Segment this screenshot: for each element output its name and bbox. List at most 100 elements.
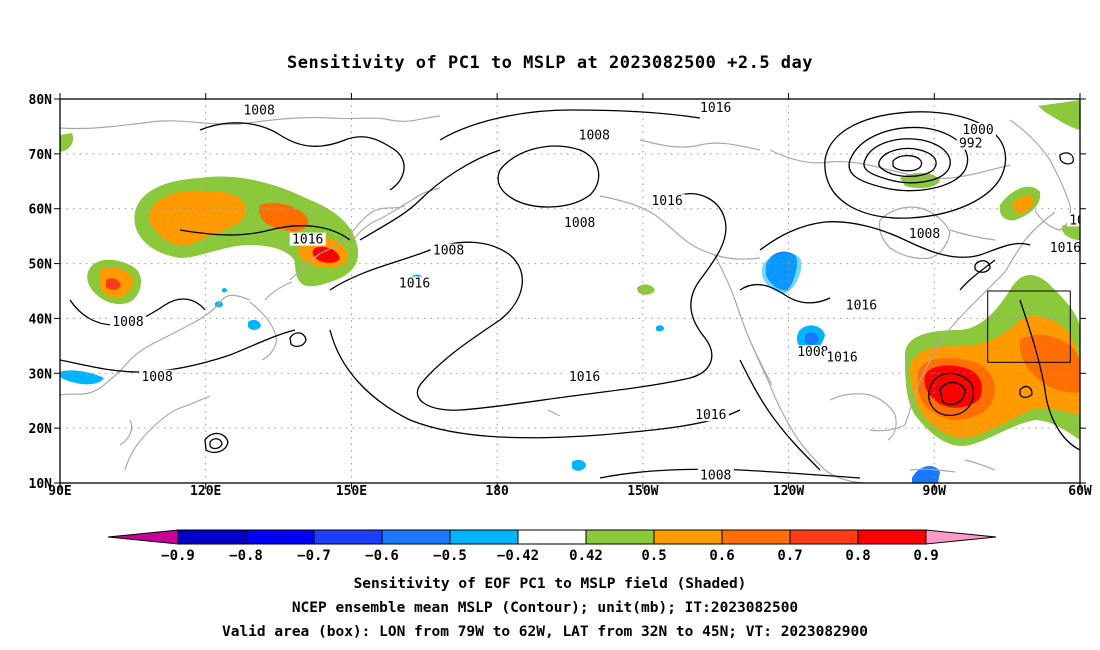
colorbar-label: 0.9	[913, 548, 938, 564]
contour-label: 1008	[564, 216, 595, 231]
contour-label: 1008	[579, 128, 610, 143]
lon-tick-label: 150E	[336, 484, 367, 499]
contour-label-bg	[289, 232, 326, 246]
contour-aleutian	[359, 149, 501, 241]
lon-tick-label: 180	[485, 484, 509, 499]
shade-siberia-orange-a	[148, 190, 246, 246]
coast-china-korea	[60, 294, 251, 396]
coast-alaska	[599, 139, 761, 260]
contour-pacific-high	[329, 193, 727, 411]
shade-kamchatka-red	[312, 246, 340, 263]
contour-label-bg	[794, 345, 831, 359]
contour-baja	[739, 359, 821, 471]
caption-line-2: NCEP ensemble mean MSLP (Contour); unit(…	[292, 600, 798, 616]
contour-label: 1008	[797, 345, 828, 360]
coast-canada-east	[949, 211, 1056, 273]
coast-taiwan-se-asia	[119, 395, 211, 471]
contour-label: 1008	[243, 104, 274, 119]
contour-sw-1008	[204, 432, 229, 453]
shade-ne-corner-green	[1038, 100, 1080, 130]
colorbar-segment	[585, 529, 655, 545]
coast-gulf-mexico	[829, 393, 906, 441]
lon-tick-label: 150W	[627, 484, 658, 499]
colorbar-label: −0.6	[365, 548, 399, 564]
colorbar-label: −0.7	[297, 548, 331, 564]
shade-japan-cyan	[248, 319, 261, 330]
contour-tropical-1008	[599, 468, 861, 479]
contour-label: 1016	[399, 277, 430, 292]
lat-tick-label: 30N	[29, 367, 53, 382]
contour-atlantic-small	[1019, 385, 1033, 399]
shade-mongolia-red	[106, 278, 121, 290]
contour-label: 1016	[651, 194, 682, 209]
contour-label: 1016	[846, 298, 877, 313]
contour-label-bg	[692, 408, 729, 422]
contour-label: 1008	[112, 315, 143, 330]
colorbar-label: 0.42	[569, 548, 603, 564]
lon-tick-label: 90E	[48, 484, 71, 499]
contour-central-pacific-low	[497, 145, 600, 208]
shade-bc-cyan	[761, 253, 802, 294]
lat-tick-label: 70N	[29, 148, 53, 163]
contour-na-trough	[759, 221, 1031, 258]
contour-label-bg	[906, 227, 943, 241]
colorbar-segment	[177, 529, 247, 545]
valid-area-box	[987, 290, 1071, 363]
lat-tick-label: 20N	[29, 422, 53, 437]
contour-arctic-low-outer	[824, 111, 1007, 219]
coast-bc-wa	[714, 254, 773, 386]
contour-arctic-low-4	[892, 154, 923, 172]
contour-arctic-low-2	[863, 138, 951, 184]
contour-label-bg	[697, 468, 734, 482]
figure-title: Sensitivity of PC1 to MSLP at 2023082500…	[287, 53, 813, 73]
shade-labrador-orange	[1012, 195, 1034, 214]
colorbar-segment	[857, 529, 927, 545]
captions: Sensitivity of EOF PC1 to MSLP field (Sh…	[222, 576, 868, 640]
contour-na-east	[959, 259, 1080, 451]
colorbar-segment	[517, 529, 587, 545]
contour-label-bg	[396, 276, 433, 290]
shade-ne-edge-green	[1062, 223, 1080, 240]
mslp-contours	[60, 109, 1080, 479]
colorbar-label: 0.8	[845, 548, 870, 564]
coast-okhotsk	[289, 205, 406, 281]
shade-pacific-blob-green	[637, 284, 655, 295]
contour-label: 1008	[433, 244, 464, 259]
colorbar-label: −0.9	[161, 548, 195, 564]
caption-line-1: Sensitivity of EOF PC1 to MSLP field (Sh…	[354, 576, 747, 592]
colorbar-segment	[721, 529, 791, 545]
contour-label-bg	[139, 369, 176, 383]
contour-label-bg	[960, 122, 996, 136]
coast-greenland	[1009, 119, 1072, 231]
colorbar-segment	[381, 529, 451, 545]
contour-label-bg	[561, 216, 598, 230]
shade-siberia-orange-b	[259, 203, 309, 232]
lat-tick-label: 80N	[29, 93, 53, 108]
contour-label: 1008	[700, 469, 731, 484]
contour-label: 1000	[962, 123, 993, 138]
colorbar-label: −0.5	[433, 548, 467, 564]
colorbar-segment	[449, 529, 519, 545]
coastlines	[60, 115, 1072, 483]
contour-label-bg	[110, 314, 146, 328]
colorbar-low-arrow	[107, 529, 179, 545]
coast-kamchatka	[354, 187, 441, 239]
contour-asia-1008-b	[60, 329, 296, 373]
colorbar-label: 0.5	[641, 548, 666, 564]
contour-siberia-1008	[199, 122, 405, 191]
lon-tick-label: 60W	[1068, 484, 1092, 499]
shade-atlantic-east-orange	[1019, 334, 1080, 393]
contour-label: 1016	[695, 408, 726, 423]
contour-label-bg	[649, 194, 686, 208]
colorbar-label: 0.7	[777, 548, 802, 564]
coast-east-us	[904, 271, 1006, 426]
sensitivity-shading	[60, 100, 1080, 483]
contour-label: 1016	[1050, 241, 1081, 256]
contour-arctic-low-1	[848, 126, 969, 192]
contour-label-bg	[1066, 213, 1080, 227]
lat-tick-label: 60N	[29, 203, 53, 218]
